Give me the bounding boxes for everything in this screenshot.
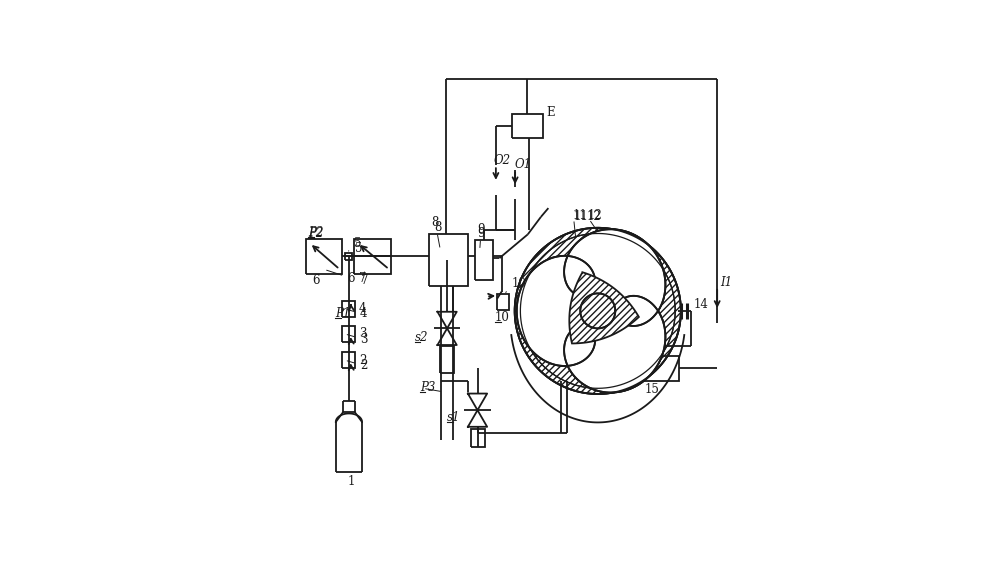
Polygon shape bbox=[580, 294, 615, 328]
Text: 7: 7 bbox=[361, 274, 368, 287]
Text: I1: I1 bbox=[720, 276, 732, 289]
Text: 11: 11 bbox=[574, 210, 588, 223]
Text: 10: 10 bbox=[495, 311, 510, 324]
Text: 11: 11 bbox=[573, 209, 588, 222]
Text: 12: 12 bbox=[587, 210, 602, 223]
Text: 13: 13 bbox=[575, 294, 590, 307]
Polygon shape bbox=[569, 272, 639, 344]
Polygon shape bbox=[517, 229, 665, 392]
Text: 10: 10 bbox=[506, 277, 527, 293]
Text: 7: 7 bbox=[359, 272, 366, 285]
Text: 5: 5 bbox=[355, 242, 362, 255]
Text: 14: 14 bbox=[693, 298, 708, 311]
Text: 15: 15 bbox=[645, 383, 659, 396]
Text: O1: O1 bbox=[514, 158, 531, 171]
Text: s2: s2 bbox=[415, 331, 428, 344]
Polygon shape bbox=[517, 229, 665, 392]
Text: P2: P2 bbox=[308, 227, 324, 240]
Text: 1: 1 bbox=[347, 475, 355, 488]
Text: O2: O2 bbox=[494, 153, 511, 166]
Text: E: E bbox=[547, 106, 555, 119]
Text: 2: 2 bbox=[347, 359, 367, 372]
Text: 9: 9 bbox=[478, 227, 485, 240]
Text: 3: 3 bbox=[347, 333, 367, 346]
Text: 9: 9 bbox=[478, 223, 485, 248]
Text: 2: 2 bbox=[359, 354, 366, 366]
Text: 6: 6 bbox=[312, 274, 319, 287]
Polygon shape bbox=[515, 228, 681, 394]
Text: 6: 6 bbox=[327, 270, 355, 285]
Text: 12: 12 bbox=[588, 209, 602, 222]
Text: 13: 13 bbox=[607, 307, 624, 323]
Text: 8: 8 bbox=[434, 222, 441, 234]
Text: P2: P2 bbox=[308, 225, 323, 239]
Text: 5: 5 bbox=[348, 237, 361, 251]
Text: 8: 8 bbox=[432, 216, 440, 247]
Text: P1: P1 bbox=[335, 307, 351, 320]
Text: 3: 3 bbox=[359, 327, 366, 340]
Text: 4: 4 bbox=[347, 307, 367, 320]
Text: P3: P3 bbox=[420, 381, 435, 394]
Text: 4: 4 bbox=[359, 302, 366, 315]
Text: s1: s1 bbox=[447, 411, 460, 424]
